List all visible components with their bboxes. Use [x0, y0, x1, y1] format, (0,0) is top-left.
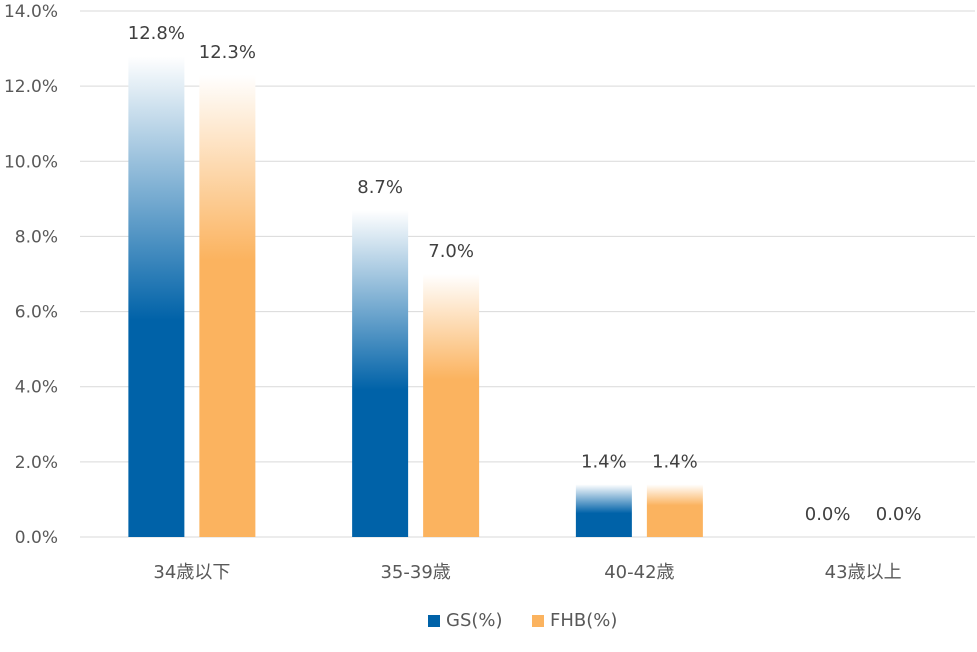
y-tick-label: 0.0%	[15, 528, 58, 548]
legend-swatch	[428, 615, 440, 627]
data-label: 0.0%	[805, 504, 851, 525]
legend-label: FHB(%)	[550, 610, 617, 631]
x-axis: 34歳以下 35-39歳 40-42歳 43歳以上	[153, 562, 901, 583]
bar-series-0-0	[128, 56, 185, 537]
data-label: 12.8%	[128, 23, 185, 44]
x-category-label: 40-42歳	[604, 562, 674, 583]
bar-series-0-1	[352, 210, 409, 537]
data-label: 1.4%	[581, 451, 627, 472]
y-tick-label: 10.0%	[4, 152, 58, 172]
legend-swatch	[532, 615, 544, 627]
bar-series-1-1	[423, 274, 480, 537]
bar-series-1-0	[199, 74, 256, 537]
y-axis: 0.0% 2.0% 4.0% 6.0% 8.0% 10.0% 12.0% 14.0%	[4, 2, 58, 548]
data-label: 0.0%	[876, 504, 922, 525]
bars	[128, 56, 703, 537]
y-tick-label: 12.0%	[4, 77, 58, 97]
data-label: 7.0%	[428, 241, 474, 262]
data-label: 8.7%	[357, 177, 403, 198]
x-category-label: 35-39歳	[380, 562, 450, 583]
bar-series-1-2	[646, 484, 703, 537]
data-labels: 12.8% 12.3% 8.7% 7.0% 1.4% 1.4% 0.0% 0.0%	[128, 23, 922, 525]
x-category-label: 34歳以下	[153, 562, 230, 583]
y-tick-label: 2.0%	[15, 453, 58, 473]
y-tick-label: 14.0%	[4, 2, 58, 22]
y-tick-label: 6.0%	[15, 303, 58, 323]
data-label: 12.3%	[199, 42, 256, 63]
y-tick-label: 8.0%	[15, 227, 58, 247]
x-category-label: 43歳以上	[825, 562, 902, 583]
legend-label: GS(%)	[446, 610, 503, 631]
bar-series-0-2	[575, 484, 632, 537]
y-tick-label: 4.0%	[15, 378, 58, 398]
legend: GS(%) FHB(%)	[428, 610, 617, 631]
data-label: 1.4%	[652, 451, 698, 472]
